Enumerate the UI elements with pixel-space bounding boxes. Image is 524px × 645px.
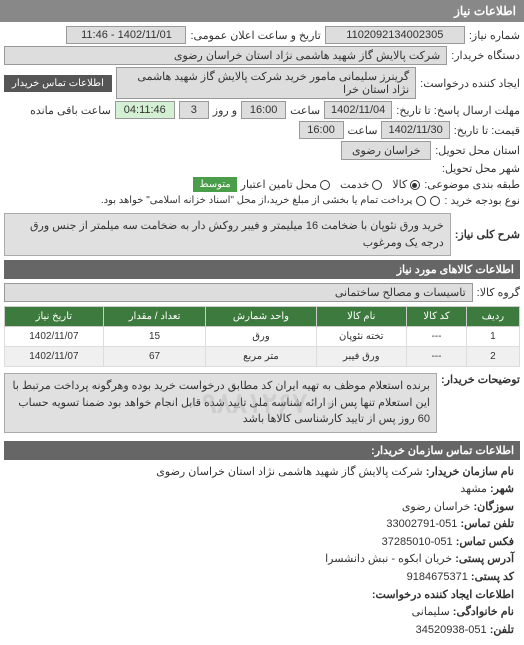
org-value: شرکت پالایش گاز شهید هاشمی نژاد استان خر… <box>156 466 422 478</box>
phone-value: 051-33002791 <box>386 518 457 530</box>
table-row: 1 --- تخته نئوپان ورق 15 1402/11/07 <box>5 327 520 347</box>
col-name: نام کالا <box>316 307 407 327</box>
main-desc-value: خرید ورق نئوپان با ضخامت 16 میلیمتر و فی… <box>4 213 451 256</box>
radio-budget-type-2[interactable] <box>416 196 426 206</box>
delivery-province-value: خراسان رضوی <box>341 141 431 160</box>
requester-label: ایجاد کننده درخواست: <box>420 77 520 90</box>
table-row: 2 --- ورق فیبر متر مربع 67 1402/11/07 <box>5 347 520 367</box>
quote-date-value: 1402/11/30 <box>381 121 449 139</box>
medium-button[interactable]: متوسط <box>193 177 236 192</box>
deadline-label: مهلت ارسال پاسخ: تا تاریخ: <box>396 104 520 117</box>
radio-trade-label: خدمت <box>340 178 369 191</box>
cell: 2 <box>466 347 519 367</box>
delivery-city-label: شهر محل تحویل: <box>442 162 520 175</box>
cell: تخته نئوپان <box>316 327 407 347</box>
fax-value: 051-37285010 <box>382 536 453 548</box>
col-date: تاریخ نیاز <box>5 307 104 327</box>
cell: 67 <box>103 347 206 367</box>
city-label: شهر: <box>490 483 514 495</box>
public-time-value: 1402/11/01 - 11:46 <box>66 26 186 44</box>
supplier-label: سوزگان: <box>473 501 514 513</box>
header-title: اطلاعات نیاز <box>454 4 516 18</box>
cell: --- <box>407 347 467 367</box>
classification-label: طبقه بندی موضوعی: <box>424 178 520 191</box>
cell: --- <box>407 327 467 347</box>
address-value: خریان ابکوه - نبش دانشسرا <box>325 553 452 565</box>
creator-phone-label: تلفن: <box>490 624 514 636</box>
radio-icon <box>372 180 382 190</box>
goods-group-label: گروه کالا: <box>477 286 520 299</box>
col-row: ردیف <box>466 307 519 327</box>
cell: متر مربع <box>206 347 316 367</box>
budget-type-label: نوع بودجه خرید : <box>444 194 520 207</box>
budget-desc: پرداخت تمام یا بخشی از مبلغ خرید،از محل … <box>101 195 413 206</box>
radio-trade[interactable]: خدمت <box>340 178 382 191</box>
goods-group-value: تاسیسات و مصالح ساختمانی <box>4 283 473 302</box>
fax-label: فکس تماس: <box>456 536 514 548</box>
contact-section: نام سازمان خریدار: شرکت پالایش گاز شهید … <box>4 460 520 644</box>
requester-value: گرینرز سلیمانی مامور خرید شرکت پالایش گا… <box>116 67 416 99</box>
address-label: آدرس پستی: <box>455 553 514 565</box>
family-value: سلیمانی <box>412 606 450 618</box>
radio-kala-label: کالا <box>392 178 407 191</box>
contact-header: اطلاعات تماس سازمان خریدار: <box>4 441 520 460</box>
request-number-label: شماره نیاز: <box>469 29 520 42</box>
org-label: نام سازمان خریدار: <box>426 466 514 478</box>
goods-table: ردیف کد کالا نام کالا واحد شمارش تعداد /… <box>4 306 520 367</box>
supplier-value: خراسان رضوی <box>402 501 471 513</box>
main-desc-label: شرح کلی نیاز: <box>455 228 520 241</box>
radio-icon <box>320 180 330 190</box>
days-value: 3 <box>179 101 209 119</box>
remaining-time-value: 04:11:46 <box>115 101 175 119</box>
quote-until-label: قیمت: تا تاریخ: <box>454 124 520 137</box>
delivery-province-label: استان محل تحویل: <box>435 144 520 157</box>
quote-time-value: 16:00 <box>299 121 344 139</box>
radio-icon <box>410 180 420 190</box>
buyer-org-value: شرکت پالایش گاز شهید هاشمی نژاد استان خر… <box>4 46 447 65</box>
creator-phone-value: 051-34520938 <box>416 624 487 636</box>
cell: 1 <box>466 327 519 347</box>
days-label: و روز <box>213 104 237 117</box>
public-time-label: تاریخ و ساعت اعلان عمومی: <box>190 29 320 42</box>
contact-info-button[interactable]: اطلاعات تماس خریدار <box>4 75 112 92</box>
table-header-row: ردیف کد کالا نام کالا واحد شمارش تعداد /… <box>5 307 520 327</box>
cell: 1402/11/07 <box>5 327 104 347</box>
buyer-org-label: دستگاه خریدار: <box>451 49 520 62</box>
goods-info-header: اطلاعات کالاهای مورد نیاز <box>4 260 520 279</box>
cell: ورق <box>206 327 316 347</box>
col-unit: واحد شمارش <box>206 307 316 327</box>
postal-value: 9184675371 <box>407 571 468 583</box>
col-code: کد کالا <box>407 307 467 327</box>
col-qty: تعداد / مقدار <box>103 307 206 327</box>
radio-budget[interactable]: محل تامین اعتبار <box>241 178 330 191</box>
time-label-2: ساعت <box>348 124 378 137</box>
cell: 1402/11/07 <box>5 347 104 367</box>
city-value: مشهد <box>460 483 487 495</box>
radio-icon <box>430 196 440 206</box>
radio-icon <box>416 196 426 206</box>
buyer-notes-label: توضیحات خریدار: <box>441 373 520 386</box>
radio-kala[interactable]: کالا <box>392 178 420 191</box>
phone-label: تلفن تماس: <box>460 518 514 530</box>
main-form: شماره نیاز: 1102092134002305 تاریخ و ساع… <box>0 22 524 645</box>
family-label: نام خانوادگی: <box>453 606 514 618</box>
deadline-time-value: 16:00 <box>241 101 286 119</box>
postal-label: کد پستی: <box>471 571 514 583</box>
deadline-date-value: 1402/11/04 <box>324 101 392 119</box>
request-number-value: 1102092134002305 <box>325 26 465 44</box>
remaining-label: ساعت باقی مانده <box>30 104 111 117</box>
time-label-1: ساعت <box>290 104 320 117</box>
buyer-notes-value: برنده استعلام موظف به تهیه ایران کد مطاب… <box>4 373 437 433</box>
page-header: اطلاعات نیاز <box>0 0 524 22</box>
creator-header: اطلاعات ایجاد کننده درخواست: <box>372 589 514 601</box>
radio-budget-label: محل تامین اعتبار <box>241 178 317 191</box>
cell: 15 <box>103 327 206 347</box>
radio-budget-type[interactable] <box>430 196 440 206</box>
cell: ورق فیبر <box>316 347 407 367</box>
classification-radios: کالا خدمت محل تامین اعتبار <box>241 178 421 191</box>
